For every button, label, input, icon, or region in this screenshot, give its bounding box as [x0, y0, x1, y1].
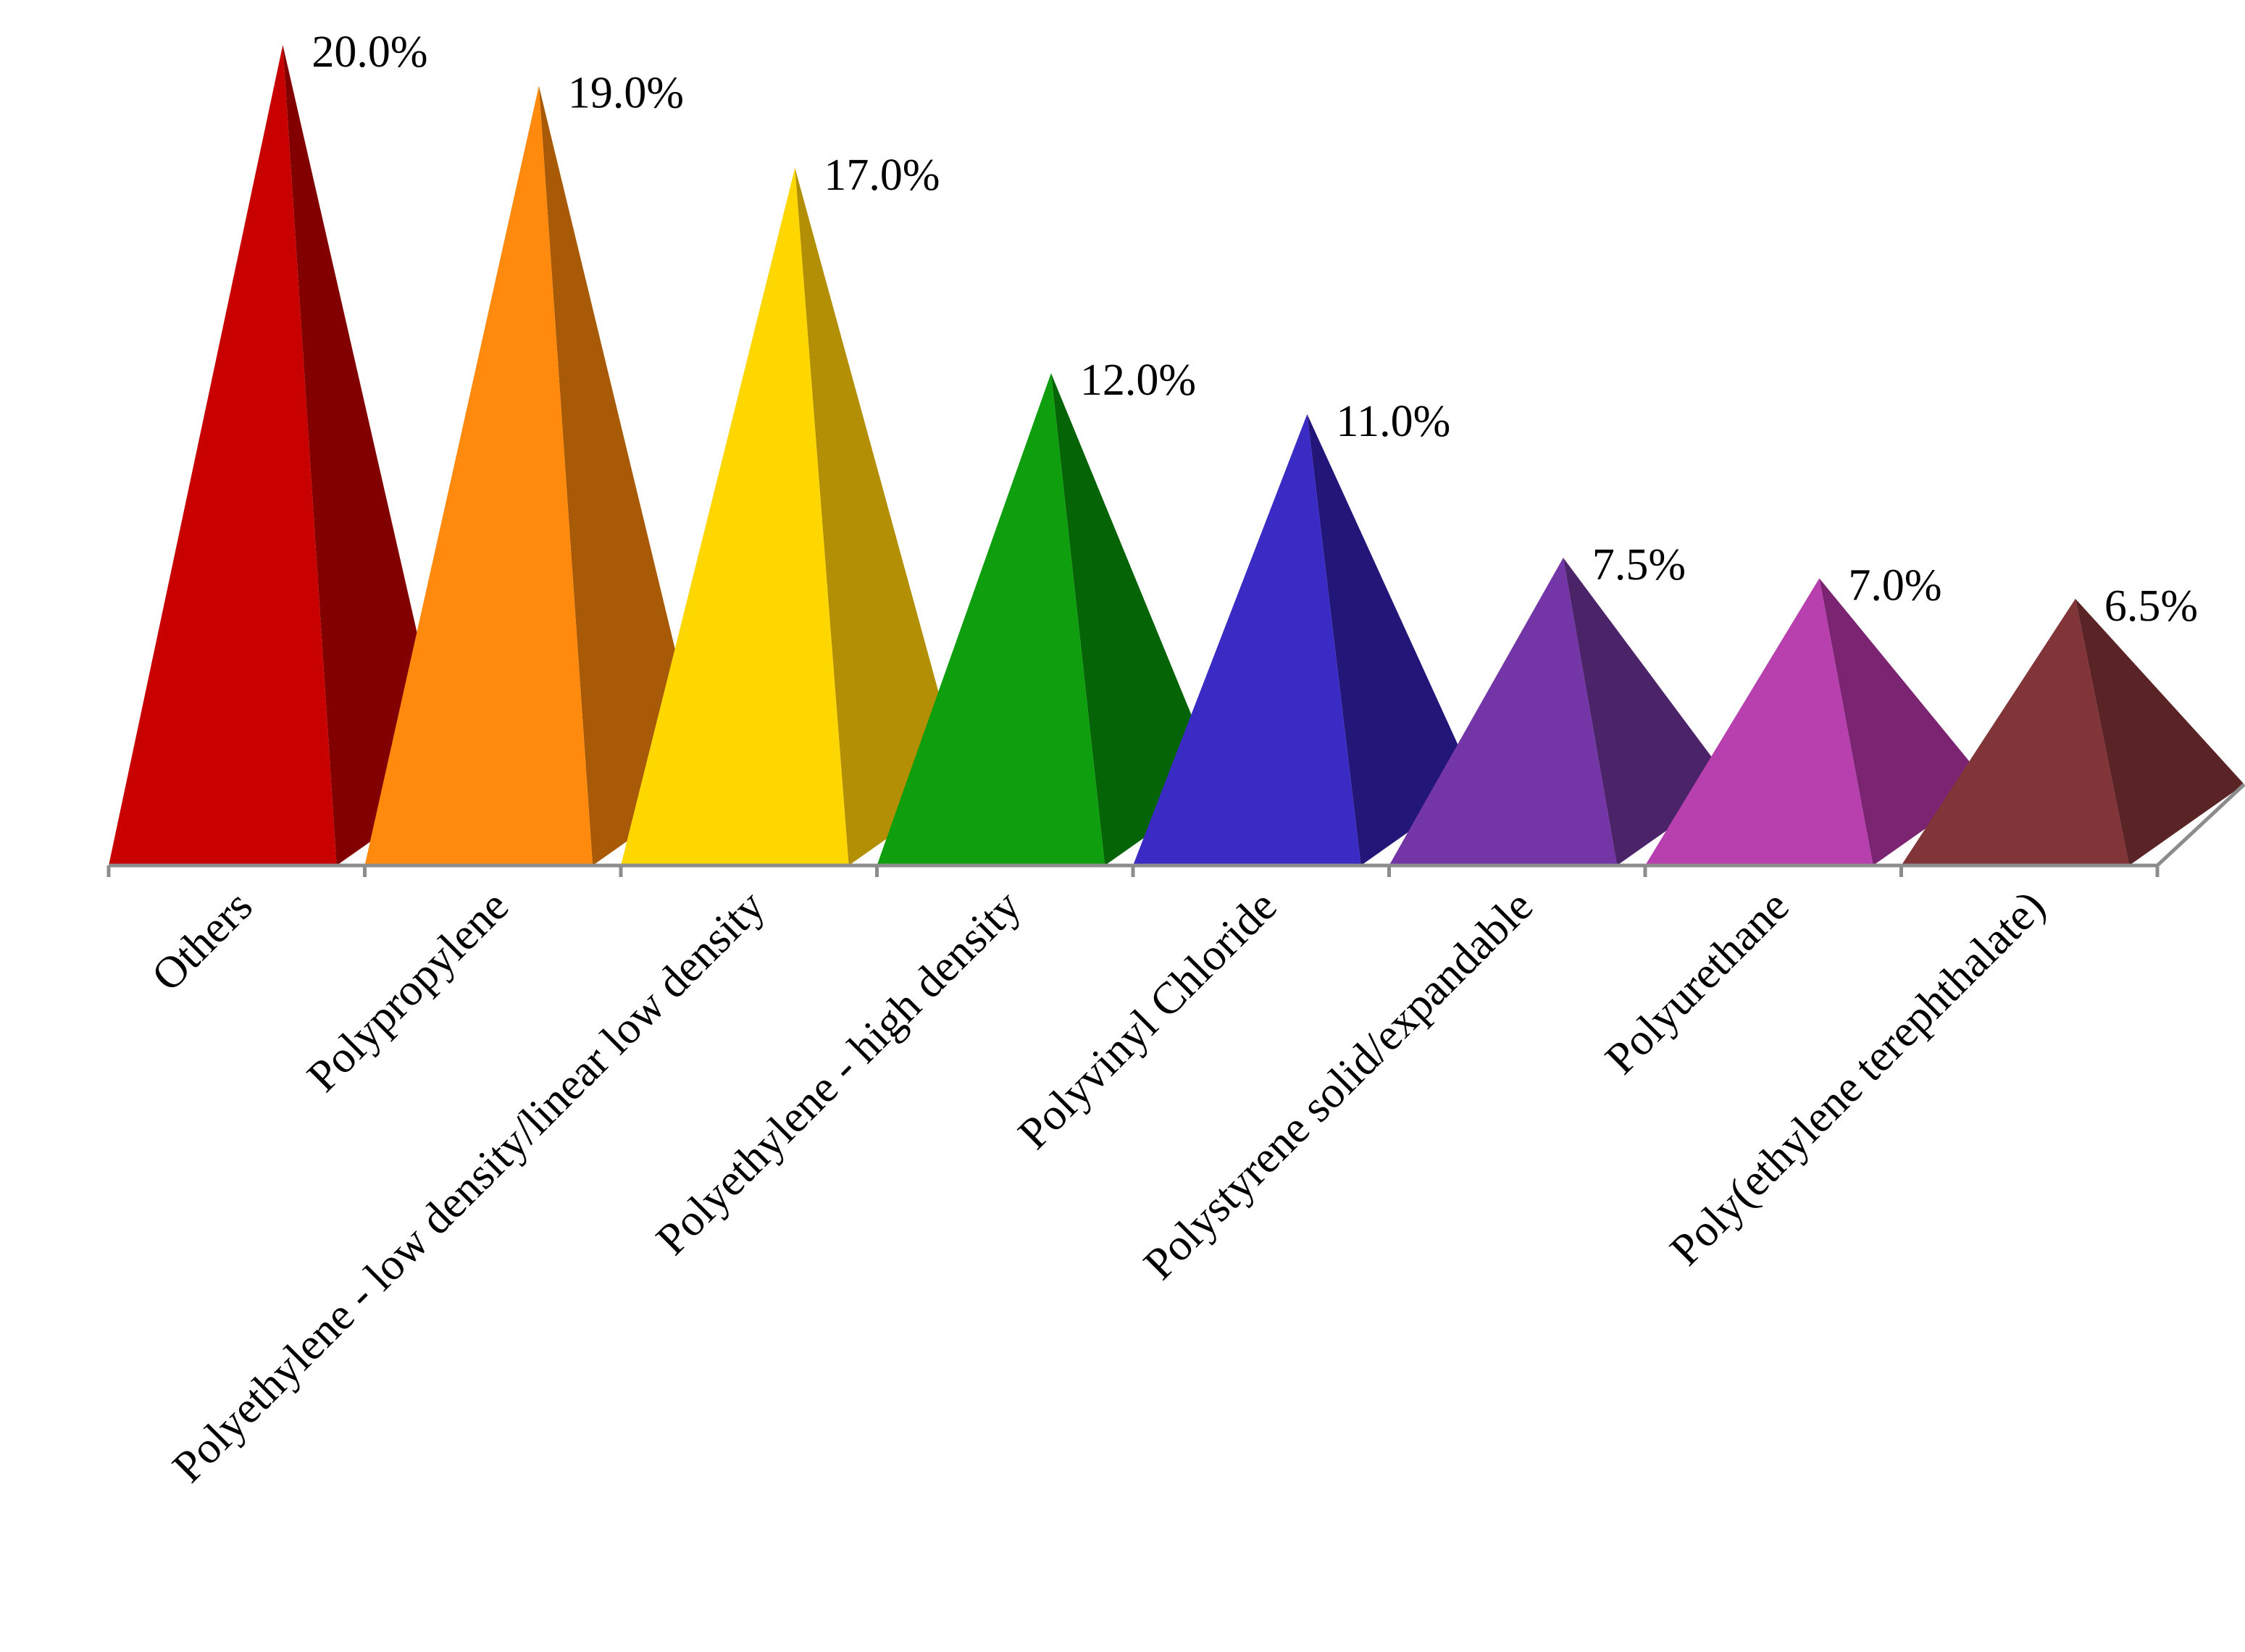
- pyramid-bar-3: [621, 167, 849, 865]
- pyramid-side-8: [2075, 598, 2244, 865]
- value-label-2: 19.0%: [568, 69, 684, 118]
- pyramid-bar-2: [364, 85, 593, 865]
- pyramid-bar-4: [877, 373, 1105, 865]
- pyramid-side-7: [1819, 578, 1989, 865]
- value-labels: 20.0% 19.0% 17.0% 12.0% 11.0% 7.5% 7.0% 6.5%: [312, 28, 2198, 631]
- pyramid-bar-8: [1901, 598, 2130, 865]
- pyramid-bar-5: [1133, 414, 1361, 865]
- pyramid-side-6: [1563, 558, 1732, 865]
- category-label-5: Polyvinyl Chloride: [1009, 881, 1287, 1159]
- value-label-6: 7.5%: [1592, 540, 1686, 590]
- pyramid-side-5: [1307, 414, 1476, 865]
- value-label-1: 20.0%: [312, 28, 427, 77]
- pyramid-bar-1: [109, 45, 337, 865]
- pyramids-layer: [109, 45, 2244, 865]
- value-label-4: 12.0%: [1080, 356, 1196, 405]
- category-label-1: Others: [143, 881, 262, 1001]
- pyramid-bar-6: [1389, 558, 1618, 865]
- pyramid-side-1: [283, 45, 452, 865]
- value-label-5: 11.0%: [1336, 397, 1450, 446]
- value-label-8: 6.5%: [2104, 582, 2198, 631]
- pyramid-side-4: [1050, 373, 1220, 865]
- pyramid-side-2: [538, 85, 708, 865]
- category-label-3: Polyethylene - low density/linear low de…: [163, 881, 774, 1492]
- x-axis: [106, 783, 2245, 877]
- category-label-7: Polyurethane: [1596, 881, 1798, 1083]
- value-label-7: 7.0%: [1848, 561, 1941, 610]
- pyramid-side-3: [795, 167, 964, 865]
- pyramid-bar-7: [1645, 578, 1873, 865]
- category-label-2: Polypropylene: [298, 881, 518, 1102]
- value-label-3: 17.0%: [824, 151, 940, 200]
